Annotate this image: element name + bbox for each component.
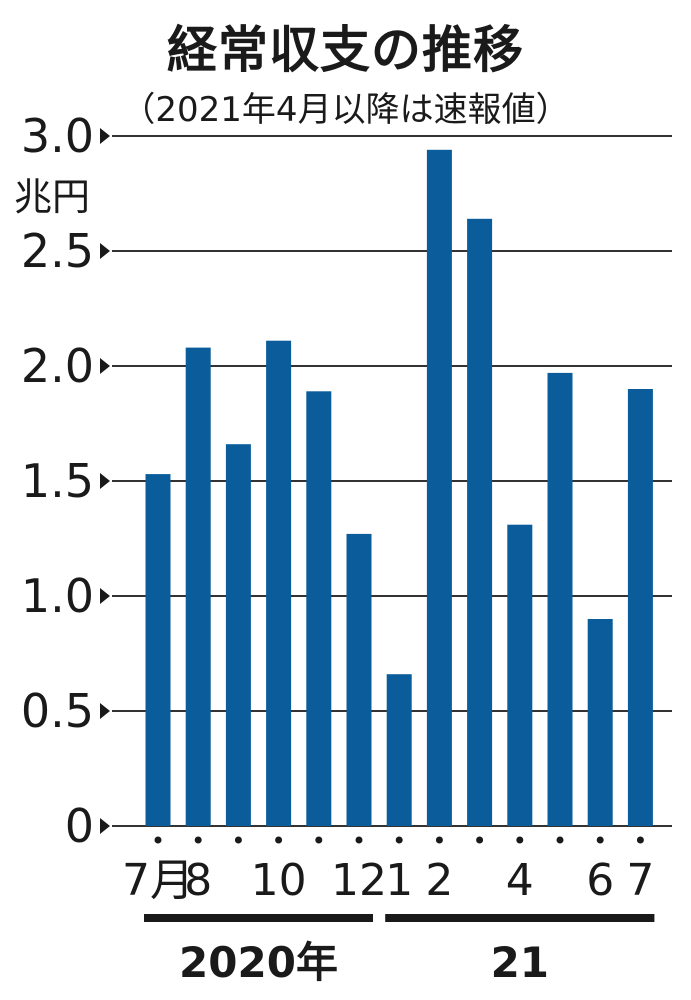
category-dot	[234, 836, 242, 844]
bar	[426, 149, 452, 827]
year-bracket	[385, 914, 655, 922]
bar	[306, 391, 332, 826]
category-dot	[636, 836, 644, 844]
x-tick-label: 4	[506, 855, 534, 906]
x-tick-label: 10	[251, 855, 307, 906]
y-tick-label: 2.5	[21, 224, 94, 278]
bar	[346, 533, 372, 826]
category-dot	[435, 836, 443, 844]
bar	[507, 524, 533, 826]
bar	[587, 619, 613, 826]
bar	[185, 347, 211, 826]
y-tick-label: 0	[65, 799, 94, 853]
year-bracket	[144, 914, 373, 922]
bar	[145, 474, 171, 826]
bar	[467, 218, 493, 827]
bar	[547, 372, 573, 826]
y-axis-ticks: 3.0 2.5 2.0 1.5 1.0 0.5 0	[21, 109, 110, 853]
tick-arrow	[100, 588, 110, 604]
x-tick-label: 2	[425, 855, 453, 906]
category-dot	[355, 836, 363, 844]
category-dot	[275, 836, 283, 844]
y-tick-label: 2.0	[21, 339, 94, 393]
y-tick-label: 1.5	[21, 454, 94, 508]
tick-arrow	[100, 703, 110, 719]
x-tick-label: 7月	[122, 855, 194, 906]
bar	[627, 389, 653, 826]
bars	[145, 149, 653, 827]
category-dots	[154, 836, 644, 844]
chart-subtitle: （2021年4月以降は速報値）	[121, 90, 570, 130]
x-tick-label: 1	[385, 855, 413, 906]
y-tick-label: 3.0	[21, 109, 94, 163]
y-tick-label: 0.5	[21, 684, 94, 738]
category-dot	[194, 836, 202, 844]
category-dot	[315, 836, 323, 844]
y-axis-unit-label: 兆円	[14, 175, 90, 219]
tick-arrow	[100, 473, 110, 489]
bar	[225, 444, 251, 826]
year-label: 2020年	[179, 938, 338, 987]
x-tick-label: 12	[331, 855, 387, 906]
year-label: 21	[491, 938, 549, 987]
x-tick-label: 6	[586, 855, 614, 906]
x-tick-label: 7	[626, 855, 654, 906]
tick-arrow	[100, 358, 110, 374]
tick-arrow	[100, 243, 110, 259]
category-dot	[395, 836, 403, 844]
bar	[386, 674, 412, 826]
x-axis-labels: 7月8 10 121 2 4 6 7	[122, 855, 654, 906]
category-dot	[556, 836, 564, 844]
tick-arrow	[100, 128, 110, 144]
chart-title: 経常収支の推移	[167, 21, 524, 79]
bar	[266, 340, 292, 826]
category-dot	[154, 836, 162, 844]
category-dot	[476, 836, 484, 844]
category-dot	[596, 836, 604, 844]
category-dot	[516, 836, 524, 844]
x-tick-label: 8	[184, 855, 212, 906]
y-tick-label: 1.0	[21, 569, 94, 623]
year-groups: 2020年 21	[144, 914, 655, 987]
tick-arrow	[100, 818, 110, 834]
